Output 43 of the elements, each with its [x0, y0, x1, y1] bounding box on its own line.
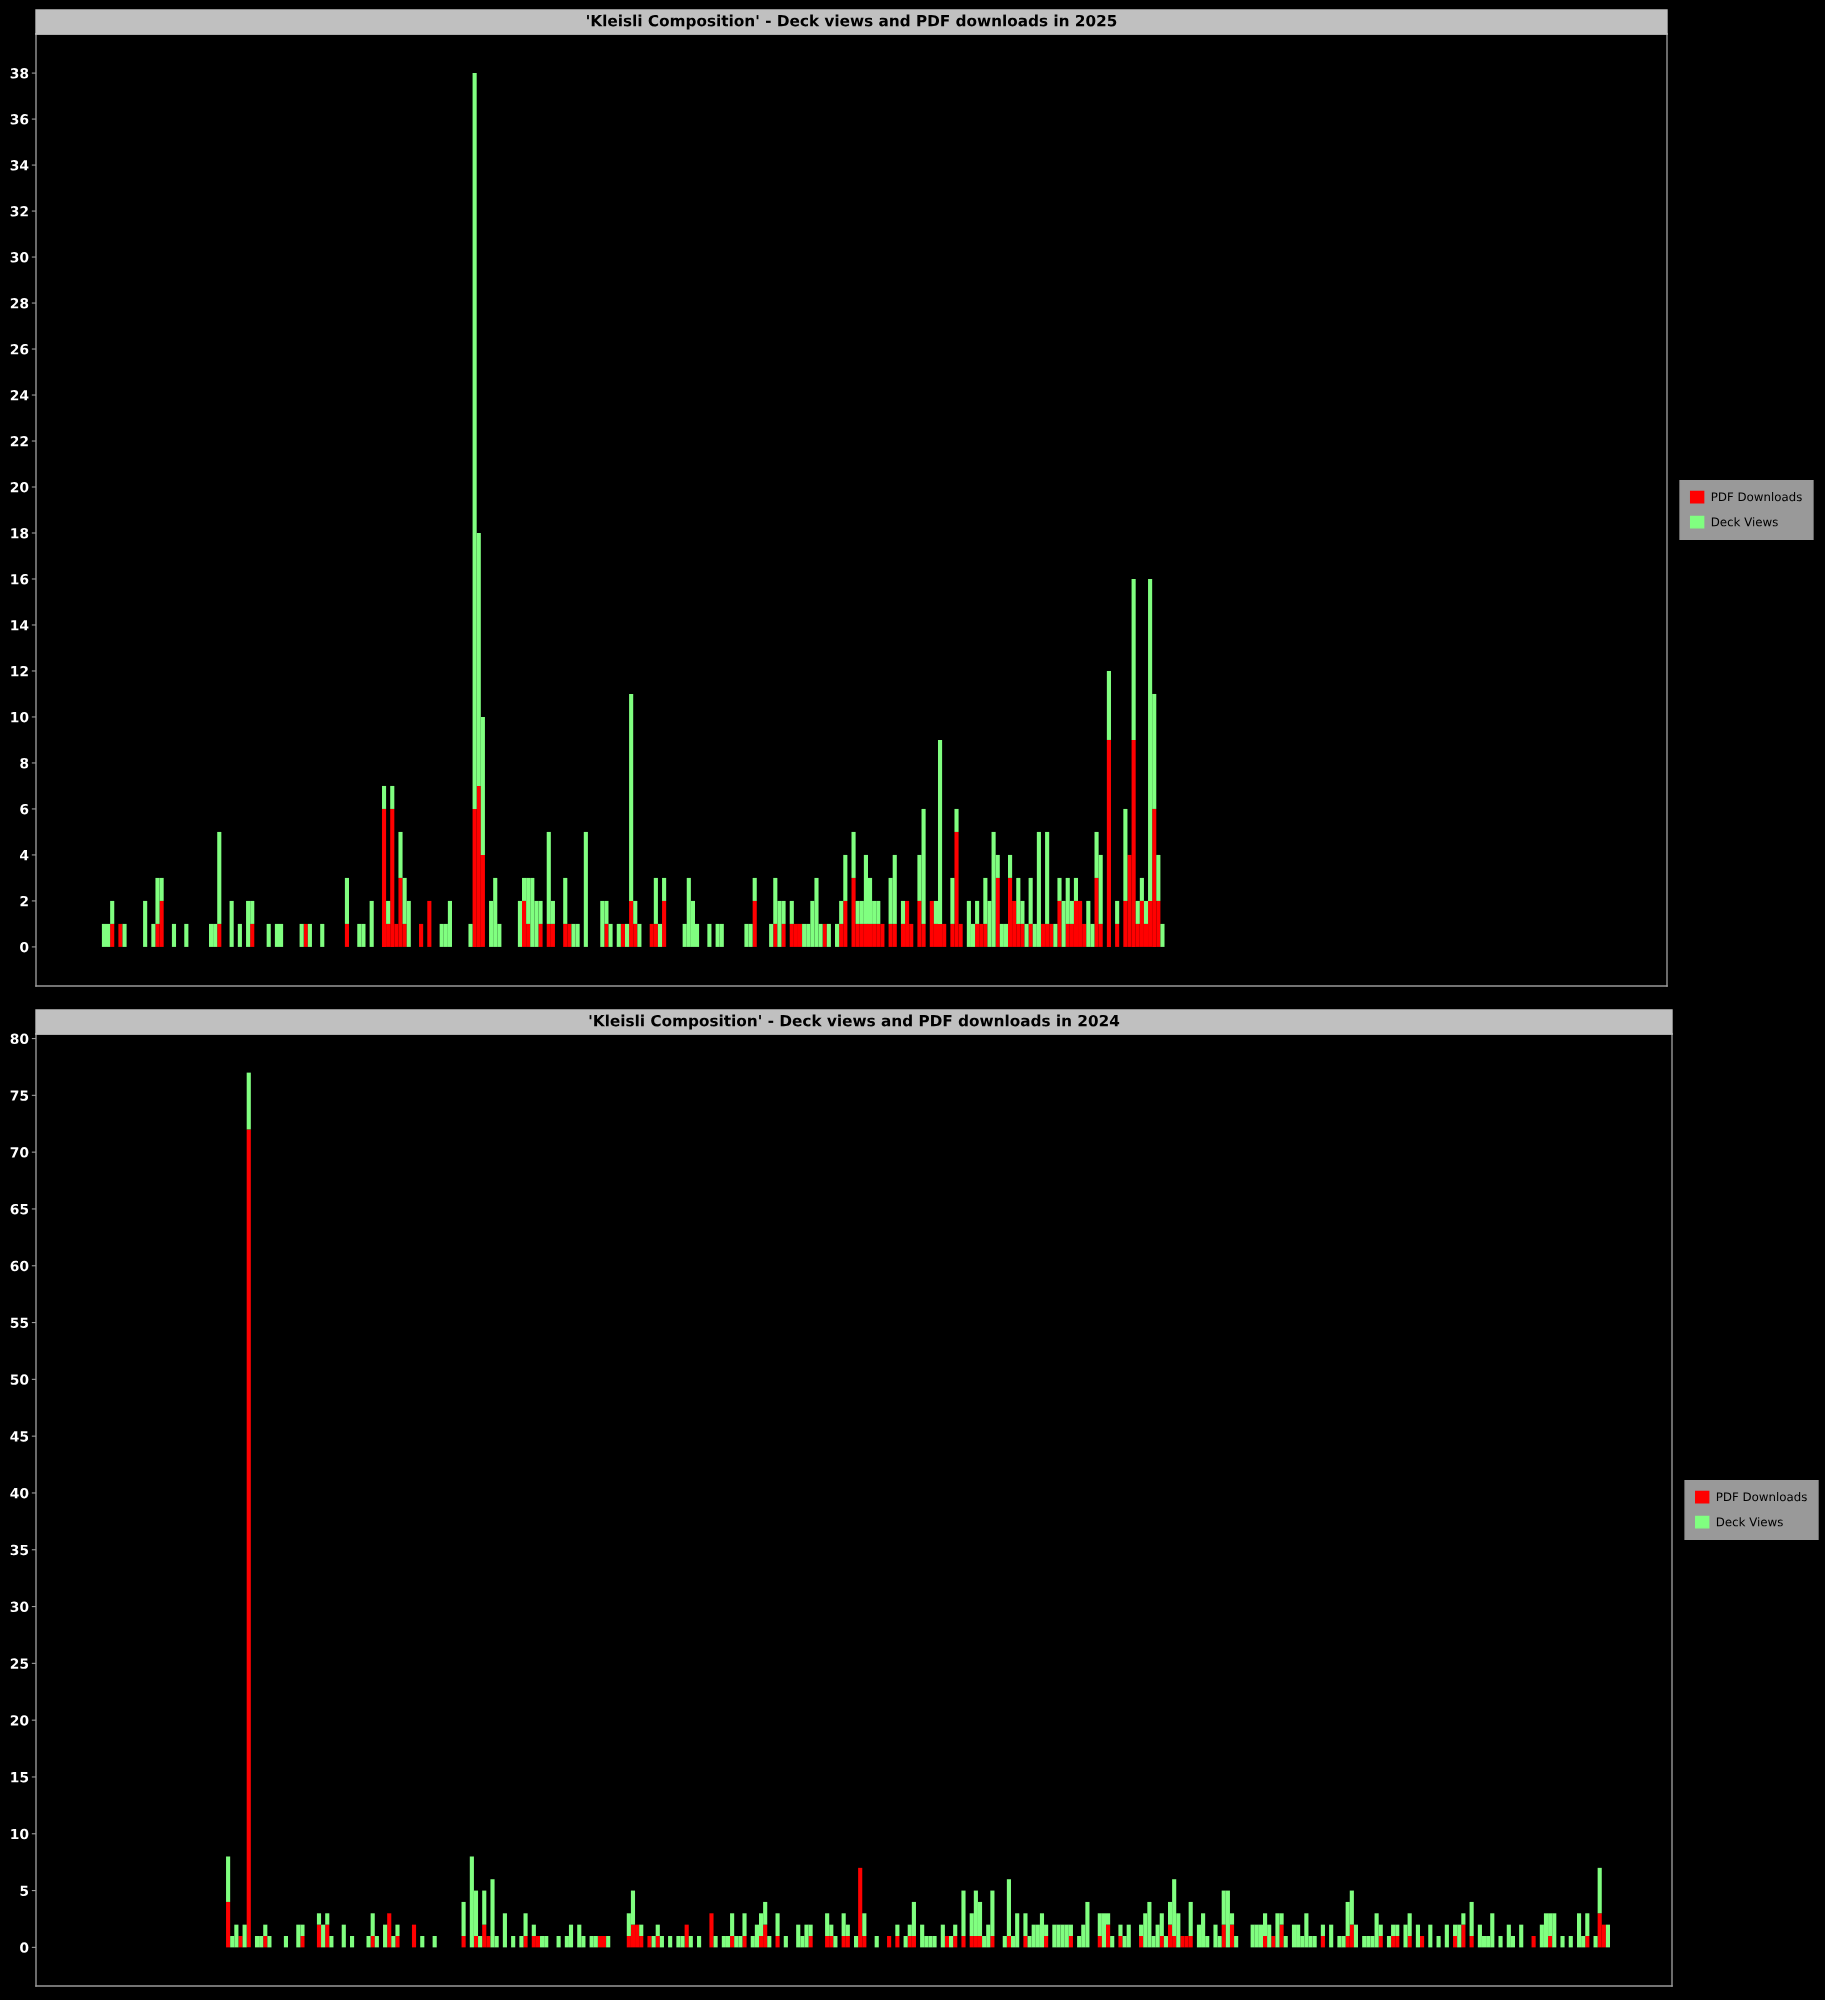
y-tick-label: 36 [10, 114, 29, 125]
y-tick-label: 20 [10, 481, 29, 493]
y-tick-label: 18 [11, 527, 29, 539]
y-tick-label: 8 [20, 757, 29, 769]
y-tick-label: 4 [20, 850, 29, 861]
y-tick-label: 40 [10, 1487, 29, 1499]
chart-title: 'Kleisli Composition' - Deck views and PDF downloads in 2025 [587, 14, 1117, 30]
y-tick-label: 12 [11, 665, 28, 677]
y-tick-label: 10 [11, 711, 29, 723]
y-tick-label: 5 [20, 1885, 29, 1897]
y-tick-label: 26 [10, 344, 29, 355]
y-tick-label: 45 [10, 1431, 29, 1442]
y-tick-label: 0 [20, 1942, 29, 1953]
y-tick-label: 30 [10, 1601, 29, 1613]
y-tick-label: 60 [10, 1260, 29, 1272]
y-tick-label: 15 [11, 1772, 29, 1783]
y-tick-label: 25 [10, 1658, 29, 1669]
legend-label: Deck Views [1711, 517, 1778, 527]
y-tick-label: 0 [20, 941, 29, 953]
y-tick-label: 70 [10, 1147, 29, 1158]
y-tick-label: 30 [10, 252, 29, 263]
chart-title: 'Kleisli Composition' - Deck views and PDF downloads in 2024 [589, 1014, 1120, 1030]
y-tick-label: 55 [10, 1317, 29, 1329]
y-tick-label: 65 [10, 1203, 29, 1215]
y-tick-label: 2 [20, 895, 28, 907]
y-tick-label: 80 [10, 1033, 29, 1045]
y-tick-label: 50 [10, 1374, 29, 1385]
y-tick-label: 28 [10, 298, 29, 309]
legend-label: Deck Views [1716, 1517, 1783, 1527]
y-tick-label: 38 [10, 68, 29, 79]
y-tick-label: 20 [10, 1715, 29, 1726]
y-tick-label: 14 [11, 620, 29, 631]
legend-label: PDF Downloads [1711, 492, 1802, 502]
legend-label: PDF Downloads [1716, 1492, 1807, 1502]
y-tick-label: 6 [20, 803, 29, 815]
y-tick-label: 35 [10, 1544, 29, 1556]
y-tick-label: 32 [10, 206, 28, 217]
y-tick-label: 22 [10, 435, 28, 447]
y-tick-label: 75 [10, 1090, 29, 1101]
y-tick-label: 16 [11, 573, 29, 585]
y-tick-label: 10 [11, 1828, 29, 1840]
y-tick-label: 34 [10, 160, 29, 171]
y-tick-label: 24 [10, 389, 29, 401]
